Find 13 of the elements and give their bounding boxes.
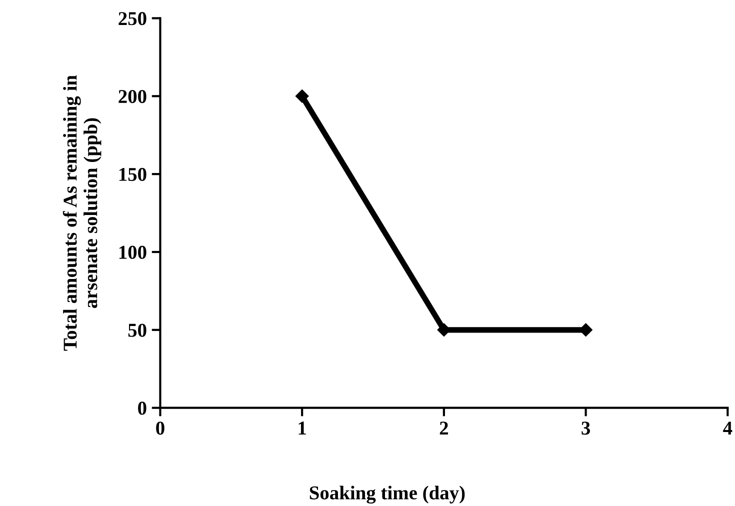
x-tick-label: 0 [156,422,164,435]
x-tick-label: 4 [723,422,732,435]
y-tick-label: 0 [138,402,146,415]
y-tick-label: 50 [128,324,146,337]
y-tick-label: 150 [119,168,146,181]
y-axis-title: Total amounts of As remaining in arsenate solution (ppb) [62,75,102,351]
x-tick-label: 3 [582,422,590,435]
x-tick-label: 2 [440,422,448,435]
y-tick-label: 250 [118,12,146,26]
x-tick-label: 1 [298,422,306,435]
y-tick-label: 100 [119,246,146,259]
y-tick-label: 200 [118,90,146,104]
x-axis-title: Soaking time (day) [310,486,465,504]
